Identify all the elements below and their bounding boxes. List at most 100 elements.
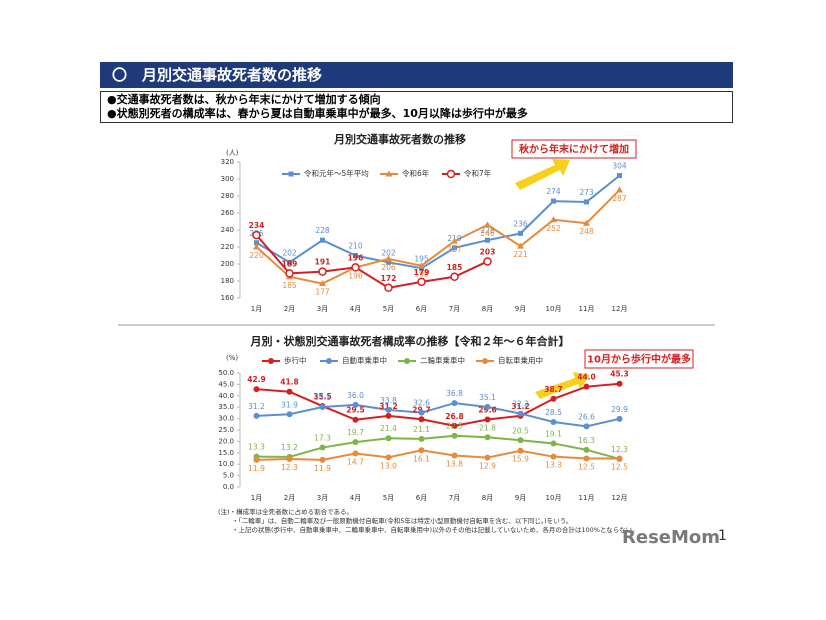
data-label: 12.3 <box>611 445 628 454</box>
data-label: 16.3 <box>578 436 595 445</box>
marker <box>268 358 274 364</box>
y-tick-label: 20.0 <box>218 437 234 445</box>
marker <box>451 400 458 407</box>
data-label: 13.3 <box>248 443 265 452</box>
y-tick-label: 160 <box>221 294 234 302</box>
marker <box>616 455 623 462</box>
data-label: 191 <box>315 258 331 267</box>
x-tick-label: 11月 <box>579 305 595 313</box>
data-label: 32.2 <box>512 400 529 409</box>
marker <box>484 403 491 410</box>
data-label: 21.4 <box>380 424 397 433</box>
data-label: 33.8 <box>380 396 397 405</box>
data-label: 177 <box>315 288 330 297</box>
data-label: 227 <box>447 245 462 254</box>
marker <box>253 412 260 419</box>
data-label: 28.5 <box>545 408 562 417</box>
marker <box>288 171 294 177</box>
marker <box>319 456 326 463</box>
marker <box>418 262 425 269</box>
marker <box>286 388 293 395</box>
data-label: 12.5 <box>578 463 595 472</box>
legend-label: 自動車乗車中 <box>342 355 387 365</box>
marker <box>319 280 326 287</box>
marker <box>451 452 458 459</box>
data-label: 20.5 <box>512 426 529 435</box>
data-label: 234 <box>249 221 265 230</box>
note: (注)・構成率は全死者数に占める割合である。 <box>218 507 353 516</box>
marker <box>326 358 332 364</box>
data-label: 202 <box>282 248 297 257</box>
legend-label: 歩行中 <box>284 355 307 365</box>
marker <box>385 170 393 177</box>
marker <box>616 415 623 422</box>
marker <box>550 216 557 223</box>
data-label: 287 <box>612 194 627 203</box>
data-label: 32.6 <box>413 399 430 408</box>
data-label: 274 <box>546 187 561 196</box>
marker <box>518 230 523 236</box>
data-label: 236 <box>513 219 528 228</box>
marker <box>285 269 294 278</box>
data-label: 13.0 <box>380 461 397 470</box>
data-label: 29.6 <box>478 406 497 415</box>
marker <box>418 447 425 454</box>
y-tick-label: 260 <box>221 209 234 217</box>
data-label: 35.1 <box>314 393 331 402</box>
x-tick-label: 4月 <box>350 305 361 313</box>
marker <box>583 446 590 453</box>
data-label: 29.5 <box>346 406 365 415</box>
data-label: 19.1 <box>545 429 562 438</box>
bullet: ●状態別死者の構成率は、春から夏は自動車乗車中が最多、10月以降は歩行中が最多 <box>107 107 528 120</box>
series-line <box>255 189 621 285</box>
data-label: 35.1 <box>479 393 496 402</box>
marker <box>385 412 392 419</box>
marker <box>483 257 492 266</box>
x-tick-label: 1月 <box>251 305 262 313</box>
marker <box>353 253 358 258</box>
marker <box>352 439 359 446</box>
x-tick-label: 2月 <box>284 494 295 502</box>
data-label: 203 <box>480 247 496 256</box>
marker <box>484 454 491 461</box>
bullet-box: ●交通事故死者数は、秋から年末にかけて増加する傾向 ●状態別死者の構成率は、春か… <box>100 91 733 123</box>
marker <box>318 267 327 276</box>
marker <box>320 237 325 243</box>
marker <box>254 240 259 246</box>
y-tick-label: 50.0 <box>218 369 234 377</box>
marker <box>384 283 393 293</box>
x-tick-label: 10月 <box>546 305 562 313</box>
marker <box>253 456 260 463</box>
y-tick-label: 40.0 <box>218 392 234 400</box>
header-title: 〇 月別交通事故死者数の推移 <box>100 62 733 88</box>
series-line <box>256 449 620 461</box>
data-label: 12.3 <box>281 463 298 472</box>
data-label: 36.8 <box>446 389 463 398</box>
x-tick-label: 12月 <box>612 494 628 502</box>
y-tick-label: 30.0 <box>218 415 234 423</box>
annotation-box <box>511 139 637 159</box>
data-label: 16.1 <box>413 454 430 463</box>
y-tick-label: 5.0 <box>223 472 234 480</box>
data-label: 196 <box>348 271 363 280</box>
marker <box>616 186 623 193</box>
data-label: 12.9 <box>479 462 496 471</box>
legend-label: 令和6年 <box>402 168 430 178</box>
marker <box>517 447 524 454</box>
x-tick-label: 12月 <box>612 305 628 313</box>
arrow <box>515 159 570 190</box>
data-label: 228 <box>315 226 330 235</box>
marker <box>352 401 359 408</box>
marker <box>385 435 392 442</box>
marker <box>386 259 391 265</box>
marker <box>451 237 458 244</box>
data-label: 172 <box>381 274 397 283</box>
data-label: 228 <box>480 226 495 235</box>
data-label: 21.1 <box>413 425 430 434</box>
y-tick-label: 0.0 <box>223 483 234 491</box>
x-tick-label: 7月 <box>449 494 460 502</box>
y-tick-label: 10.0 <box>218 460 234 468</box>
data-label: 19.7 <box>347 428 364 437</box>
y-tick-label: 300 <box>221 175 234 183</box>
